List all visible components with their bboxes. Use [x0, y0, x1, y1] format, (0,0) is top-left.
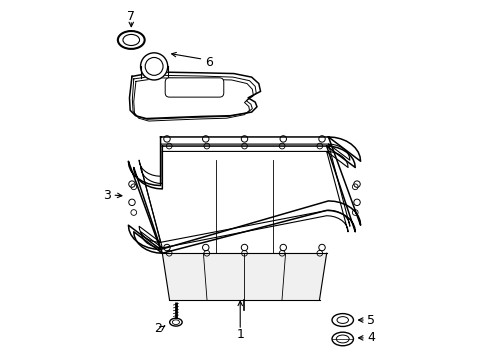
FancyBboxPatch shape [165, 78, 224, 97]
Polygon shape [162, 253, 326, 300]
Polygon shape [129, 72, 260, 118]
Text: 4: 4 [366, 332, 374, 345]
Polygon shape [128, 137, 360, 249]
Polygon shape [134, 146, 354, 253]
Ellipse shape [122, 35, 139, 45]
Text: 5: 5 [366, 314, 375, 327]
Polygon shape [140, 66, 167, 80]
Text: 1: 1 [236, 328, 244, 341]
Circle shape [145, 58, 163, 75]
Ellipse shape [331, 332, 353, 346]
Text: 7: 7 [127, 10, 135, 23]
Ellipse shape [336, 335, 348, 343]
Circle shape [140, 53, 167, 80]
Ellipse shape [336, 317, 348, 323]
Text: 2: 2 [154, 323, 162, 336]
Ellipse shape [331, 314, 353, 327]
Ellipse shape [118, 31, 144, 49]
Text: 3: 3 [103, 189, 111, 202]
Text: 6: 6 [204, 56, 212, 69]
Ellipse shape [169, 318, 182, 326]
